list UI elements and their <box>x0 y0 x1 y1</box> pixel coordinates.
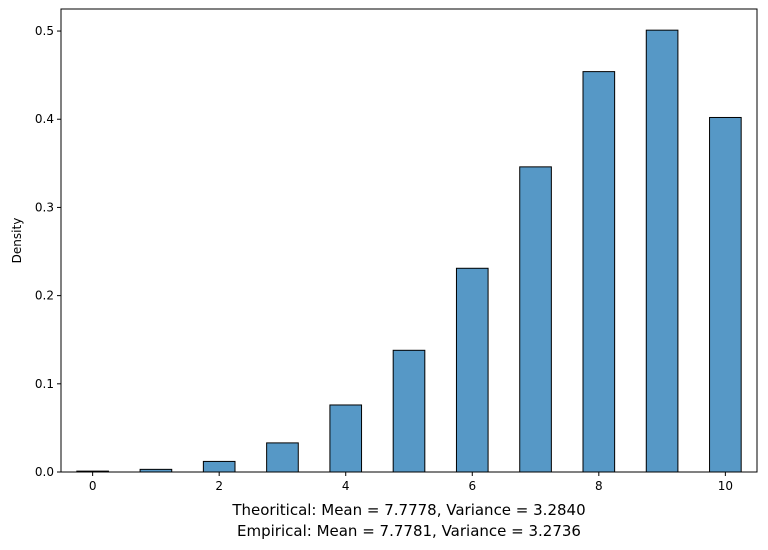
histogram-bar <box>329 404 363 473</box>
histogram-bar <box>266 442 299 473</box>
x-tick-label: 0 <box>89 479 97 493</box>
histogram-bar <box>645 29 679 473</box>
x-tick-label: 10 <box>718 479 733 493</box>
x-tick-label: 6 <box>468 479 476 493</box>
x-axis-ticks: 0 2 4 6 8 10 <box>89 472 733 493</box>
y-tick-label: 0.4 <box>35 112 54 126</box>
y-tick-label: 0.2 <box>35 289 54 303</box>
caption-empirical: Empirical: Mean = 7.7781, Variance = 3.2… <box>237 522 581 540</box>
histogram-bar <box>202 460 236 473</box>
histogram-bar <box>392 349 426 473</box>
x-tick-label: 8 <box>595 479 603 493</box>
y-axis-label: Density <box>10 218 24 264</box>
y-tick-label: 0.1 <box>35 377 54 391</box>
caption-theoretical: Theoritical: Mean = 7.7778, Variance = 3… <box>231 501 585 519</box>
plot-frame <box>60 8 758 473</box>
x-tick-label: 2 <box>215 479 223 493</box>
histogram-bar <box>519 166 552 473</box>
bars-group <box>76 29 742 473</box>
x-tick-label: 4 <box>342 479 350 493</box>
histogram-bar <box>709 116 742 473</box>
histogram-bar <box>582 71 616 473</box>
y-tick-label: 0.5 <box>35 24 54 38</box>
histogram-bar <box>455 267 489 473</box>
y-tick-label: 0.3 <box>35 200 54 214</box>
y-axis-ticks: 0.0 0.1 0.2 0.3 0.4 0.5 <box>35 24 61 479</box>
y-tick-label: 0.0 <box>35 465 54 479</box>
